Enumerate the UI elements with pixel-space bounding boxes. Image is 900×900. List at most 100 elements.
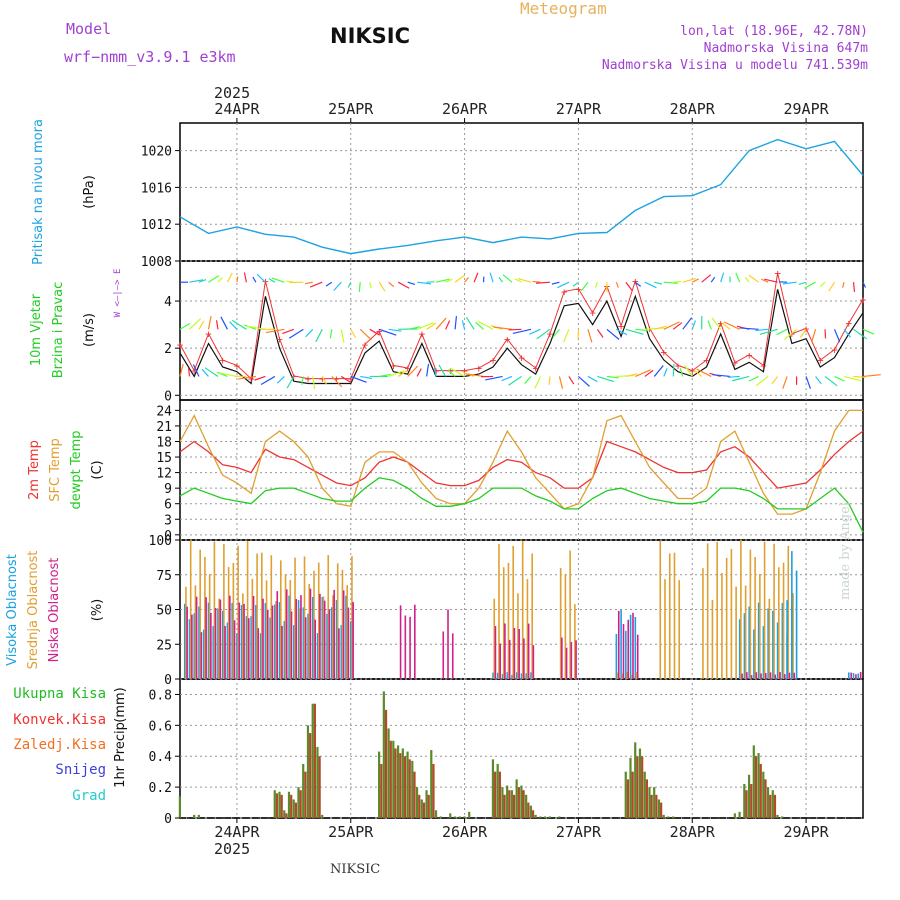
gust-marker: + bbox=[618, 320, 625, 333]
y-tick-label: 1020 bbox=[141, 145, 172, 160]
gust-marker: + bbox=[447, 365, 454, 378]
conv-precip-bar bbox=[275, 793, 279, 818]
y-tick-label: 0.4 bbox=[149, 750, 173, 765]
conv-precip-bar bbox=[313, 703, 317, 818]
total-precip-bar bbox=[634, 742, 637, 818]
wind-arrow bbox=[288, 328, 304, 339]
wind-arrow bbox=[663, 321, 680, 330]
total-precip-bar bbox=[420, 799, 423, 818]
wind-arrow bbox=[673, 280, 682, 283]
total-precip-bar bbox=[520, 785, 523, 818]
wind-arrow bbox=[853, 375, 866, 378]
y-tick-label: 100 bbox=[149, 534, 172, 549]
wind-arrow bbox=[710, 276, 716, 283]
wind-arrow bbox=[475, 321, 484, 330]
conv-precip-bar bbox=[422, 802, 426, 818]
wind-arrow bbox=[358, 282, 361, 293]
total-precip-bar bbox=[193, 814, 196, 818]
conv-precip-bar bbox=[645, 779, 649, 818]
conv-precip-bar bbox=[290, 794, 293, 818]
wind-arrow bbox=[397, 370, 408, 377]
temp-line-2 bbox=[179, 477, 864, 533]
gust-marker: + bbox=[191, 365, 198, 378]
total-precip-bar bbox=[387, 728, 390, 818]
y-tick-label: 1008 bbox=[141, 255, 172, 270]
total-precip-bar bbox=[548, 816, 551, 818]
wind-arrow bbox=[304, 281, 313, 285]
dewpt-label: dewpt Temp bbox=[69, 430, 84, 509]
wind-arrow bbox=[682, 277, 696, 283]
total-precip-bar bbox=[463, 816, 466, 818]
total-precip-bar bbox=[302, 763, 305, 818]
conv-precip-bar bbox=[384, 709, 388, 818]
gust-marker: + bbox=[760, 359, 767, 372]
wind-arrow bbox=[683, 364, 693, 377]
wind-arrow bbox=[761, 278, 769, 283]
total-precip-bar bbox=[496, 763, 499, 818]
wind-arrow bbox=[189, 279, 204, 283]
day-label-top: 27APR bbox=[556, 100, 602, 118]
wind-arrow bbox=[426, 322, 437, 330]
wind-arrow bbox=[691, 278, 699, 283]
conv-precip-bar bbox=[403, 756, 407, 818]
total-precip-bar bbox=[491, 759, 495, 818]
conv-precip-bar bbox=[498, 771, 501, 818]
axis-labels: 24APR 24APR 25APR 25APR 26APR 26APR 27APR 27APR… bbox=[5, 100, 830, 841]
gust-marker: + bbox=[305, 373, 312, 386]
wind-arrow bbox=[325, 281, 333, 287]
total-precip-bar bbox=[178, 796, 181, 818]
total-precip-bar bbox=[529, 805, 532, 818]
wind-arrow bbox=[309, 281, 323, 288]
temp-line-1 bbox=[179, 409, 863, 515]
wind-arrow bbox=[231, 319, 247, 330]
total-precip-bar bbox=[752, 745, 755, 818]
wind-arrow bbox=[465, 316, 475, 330]
conv-precip-bar bbox=[432, 763, 435, 818]
wind-arrow bbox=[696, 368, 712, 377]
wind-arrow bbox=[502, 274, 513, 283]
wind-label-1: 10m Vjetar bbox=[29, 293, 44, 366]
wind-arrow bbox=[578, 375, 590, 387]
wind-arrow bbox=[597, 375, 615, 383]
conv-precip-bar bbox=[773, 794, 777, 818]
wind-arrow bbox=[407, 281, 416, 286]
precip-panel bbox=[178, 691, 863, 819]
pressure-line bbox=[179, 138, 864, 255]
wind-arrow bbox=[461, 320, 466, 330]
wind-arrow bbox=[435, 278, 450, 283]
wind-arrow bbox=[426, 363, 430, 377]
conv-precip-bar bbox=[299, 790, 302, 818]
wind-arrow bbox=[852, 282, 856, 293]
wind-arrow bbox=[208, 275, 220, 283]
conv-precip-bar bbox=[522, 790, 525, 818]
gust-marker: + bbox=[789, 328, 796, 341]
conv-precip-bar bbox=[503, 794, 506, 818]
wind-panel: + + + + + + + + + + + + + + + + + + + + + + + + + + + + + + + + + + + + + + + +… bbox=[177, 267, 881, 390]
gust-marker: + bbox=[177, 338, 184, 351]
total-precip-bar bbox=[396, 745, 400, 818]
wind-arrow bbox=[329, 329, 333, 339]
wind-arrow bbox=[493, 326, 513, 330]
low-cloud-label: Niska Oblacnost bbox=[47, 558, 62, 663]
gust-marker: + bbox=[774, 267, 781, 280]
wind-gust-line bbox=[179, 272, 864, 380]
precip-legend-4: Grad bbox=[72, 788, 106, 804]
wind-arrow bbox=[388, 328, 402, 332]
day-label-top: 24APR bbox=[214, 100, 260, 118]
wind-arrow bbox=[204, 367, 219, 377]
precip-legend-0: Ukupna Kisa bbox=[13, 686, 106, 702]
temp2m-label: 2m Temp bbox=[27, 440, 42, 500]
gust-marker: + bbox=[376, 325, 383, 338]
wind-arrow bbox=[557, 281, 570, 289]
gust-marker: + bbox=[433, 365, 440, 378]
wind-arrow bbox=[438, 364, 447, 377]
day-label-top: 28APR bbox=[670, 100, 716, 118]
total-precip-bar bbox=[757, 753, 760, 818]
conv-precip-bar bbox=[427, 794, 430, 818]
pressure-label: Pritisak na nivou mora bbox=[31, 119, 46, 265]
wind-arrow bbox=[388, 281, 395, 288]
total-precip-bar bbox=[425, 790, 428, 818]
y-tick-label: 18 bbox=[156, 435, 172, 450]
wind-arrow bbox=[721, 322, 731, 330]
mid-cloud-label: Srednja Oblacnost bbox=[26, 551, 41, 670]
